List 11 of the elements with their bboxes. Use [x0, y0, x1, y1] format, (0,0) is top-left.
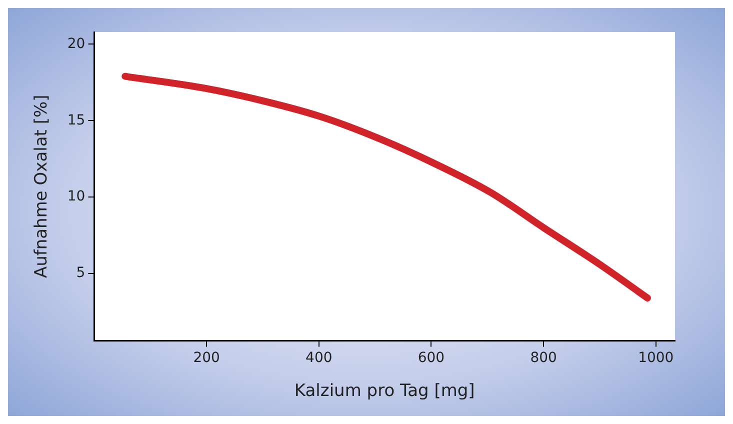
- y-tick-label: 5: [76, 265, 86, 282]
- y-axis-title: Aufnahme Oxalat [%]: [32, 94, 52, 278]
- x-tick-label: 800: [530, 350, 557, 366]
- x-tick-label: 400: [306, 350, 332, 366]
- x-tick-label: 1000: [638, 350, 674, 366]
- x-axis-title: Kalzium pro Tag [mg]: [294, 381, 475, 402]
- y-tick-label: 15: [67, 112, 86, 128]
- y-tick-label: 20: [67, 36, 86, 52]
- x-tick-label: 600: [418, 350, 445, 366]
- y-tick-label: 10: [67, 188, 86, 205]
- x-tick-label: 200: [193, 350, 220, 366]
